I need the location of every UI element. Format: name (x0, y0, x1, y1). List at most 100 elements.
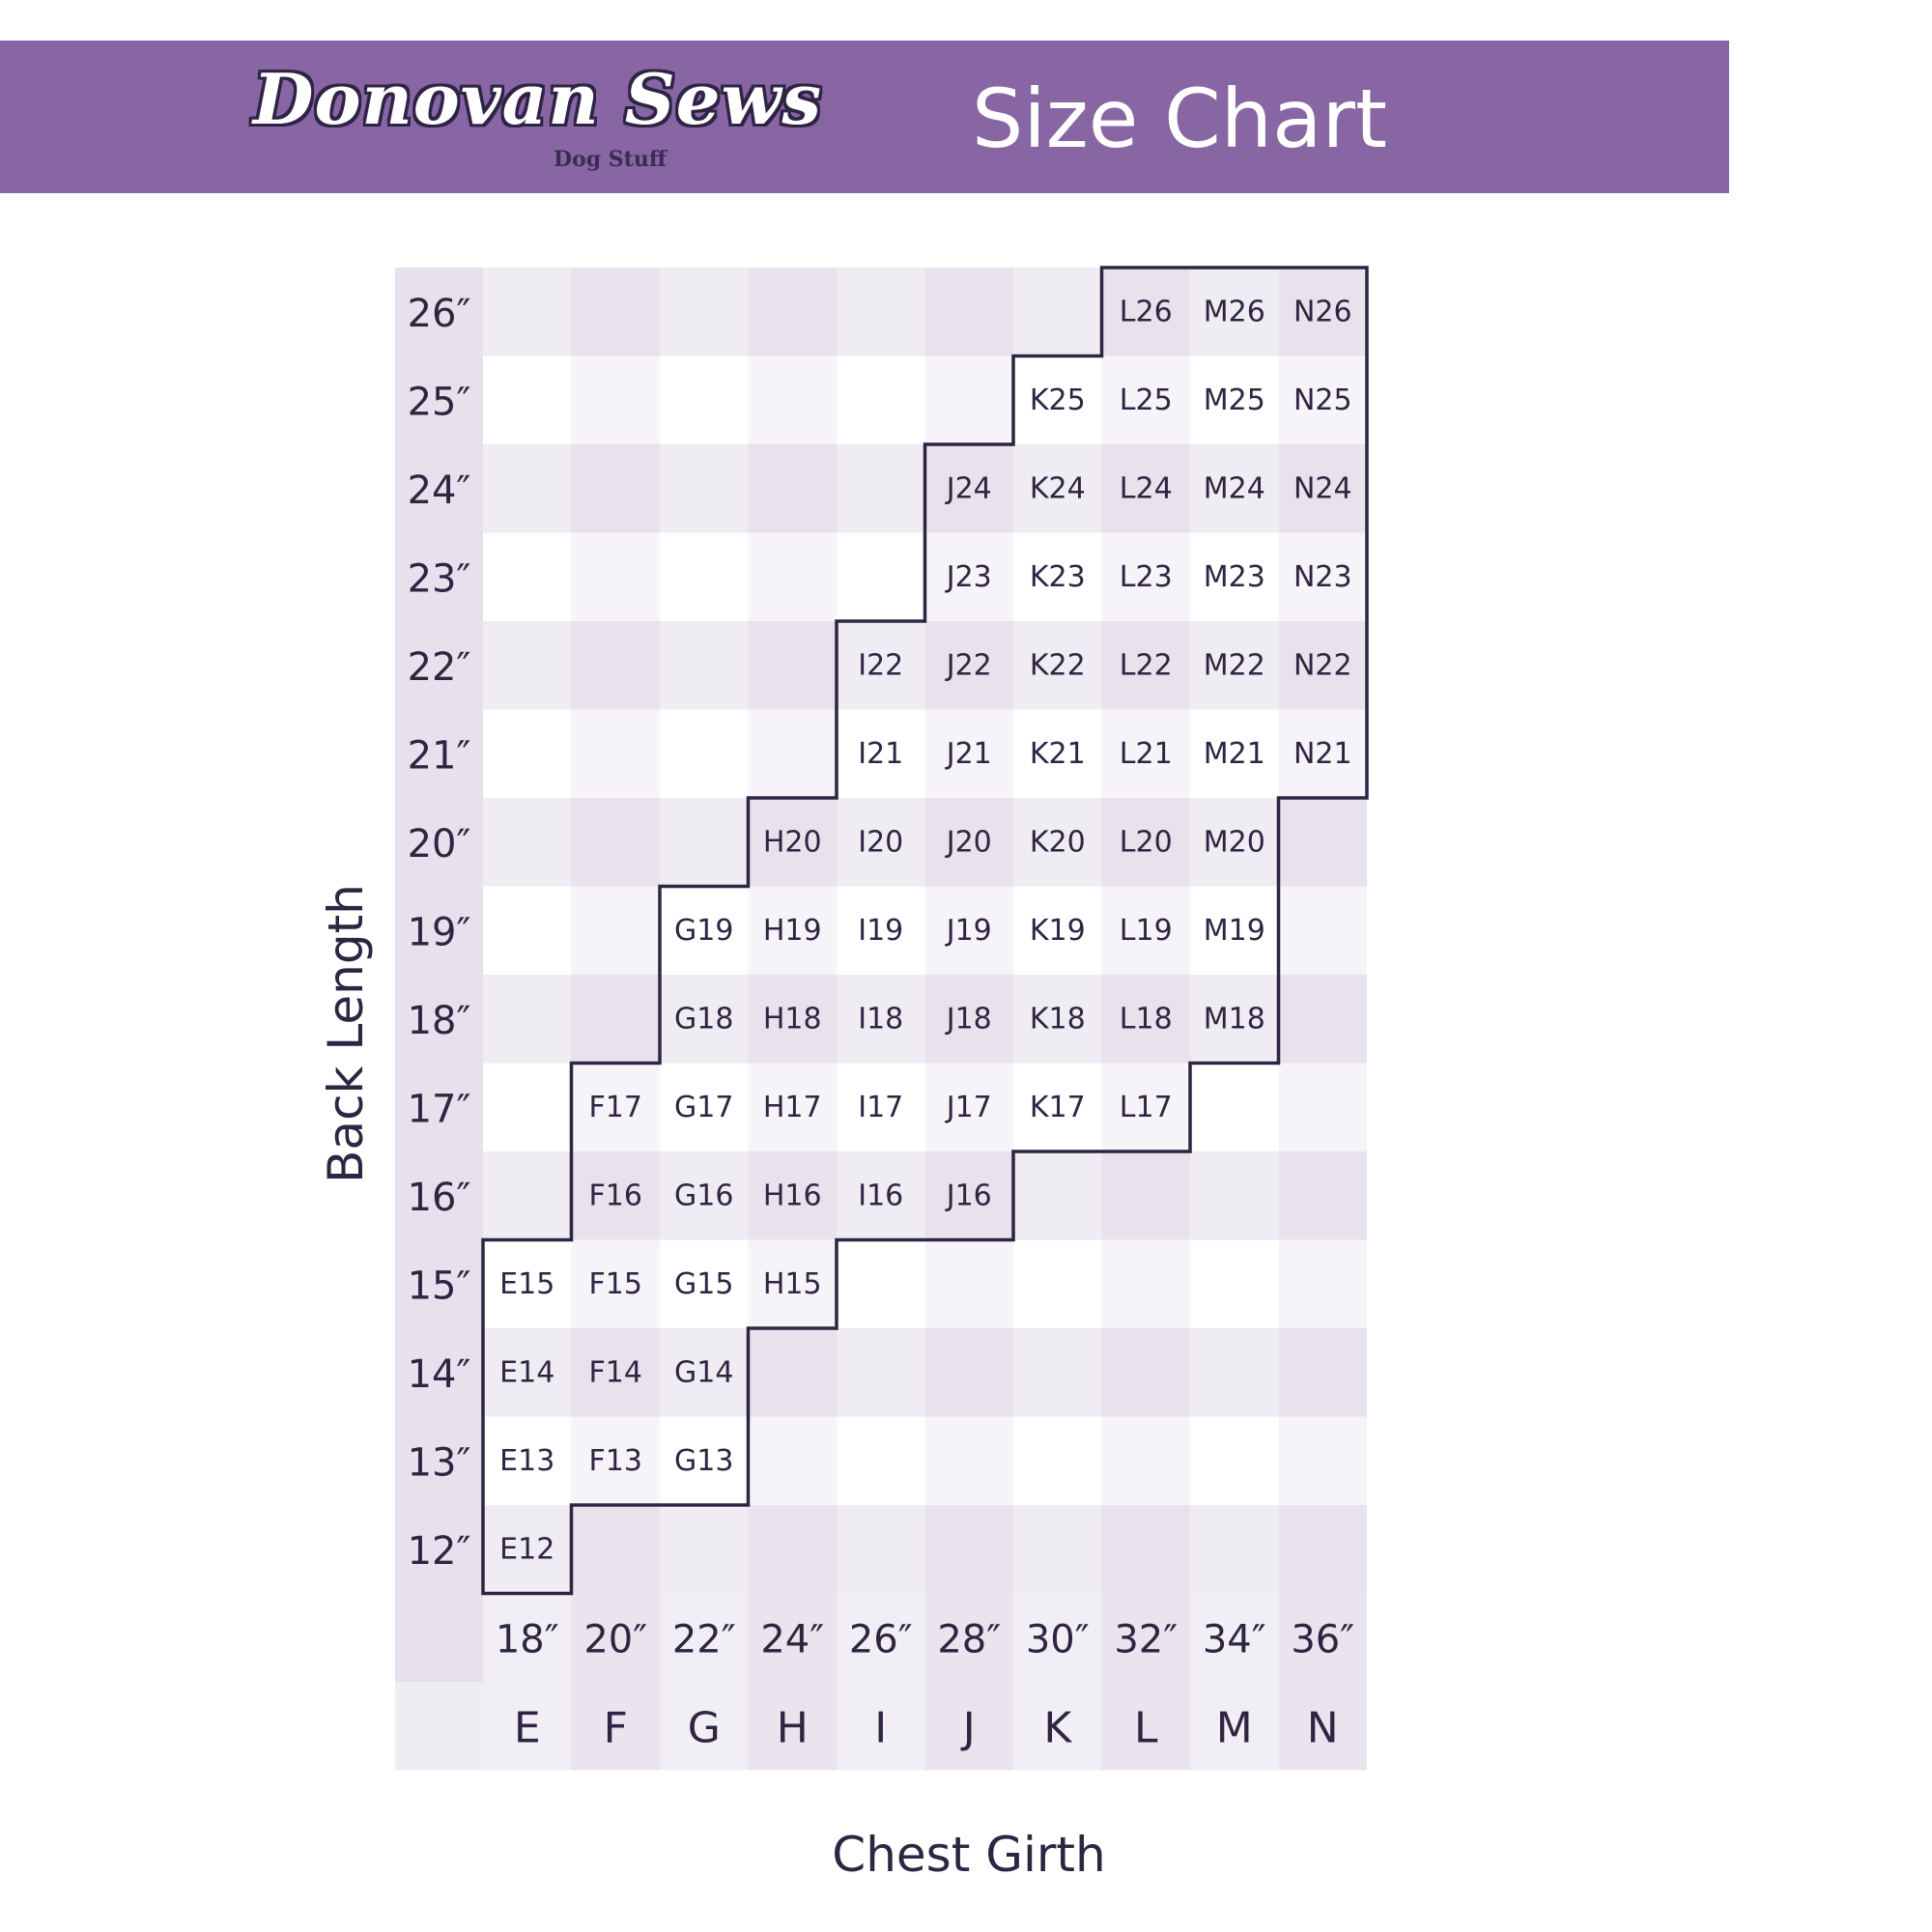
chest-girth-tick-label: 32″ (1114, 1617, 1178, 1662)
size-cell-label: J16 (945, 1179, 992, 1212)
size-cell-label: N24 (1293, 471, 1352, 505)
size-cell-label: I16 (858, 1179, 903, 1212)
size-cell-label: N23 (1293, 560, 1352, 594)
row-band (483, 1505, 1367, 1594)
size-cell-label: J19 (945, 914, 992, 948)
size-cell-label: L24 (1120, 471, 1173, 505)
size-cell-label: I17 (858, 1091, 903, 1124)
back-length-tick-label: 25″ (408, 380, 471, 424)
back-length-tick-label: 12″ (408, 1529, 471, 1574)
size-cell-label: J18 (945, 1002, 992, 1036)
size-cell-label: G14 (674, 1355, 733, 1389)
column-letter-label: G (688, 1703, 721, 1752)
column-letter-label: L (1134, 1703, 1158, 1752)
back-length-tick-label: 17″ (408, 1087, 471, 1131)
back-length-tick-label: 15″ (408, 1264, 471, 1308)
size-cell-label: E14 (499, 1355, 554, 1389)
size-cell-label: F13 (589, 1444, 642, 1478)
row-band (483, 1063, 1367, 1151)
column-stripe (924, 268, 1013, 1771)
size-cell-label: I19 (858, 914, 903, 948)
column-stripe (748, 268, 837, 1771)
size-cell-label: H16 (763, 1179, 822, 1212)
column-stripe (1278, 1593, 1367, 1771)
column-stripe (1278, 268, 1367, 1771)
size-cell-label: L17 (1120, 1091, 1173, 1124)
size-cell-label: F17 (589, 1091, 642, 1124)
size-cell-label: K24 (1030, 471, 1086, 505)
size-cell-label: L19 (1120, 914, 1173, 948)
size-cell-label: K19 (1030, 914, 1086, 948)
size-cell-label: K17 (1030, 1091, 1086, 1124)
back-length-tick-label: 18″ (408, 999, 471, 1043)
size-cell-label: L23 (1120, 560, 1173, 594)
back-length-tick-label: 23″ (408, 556, 471, 601)
size-cell-label: G17 (674, 1091, 733, 1124)
size-cell-label: H17 (763, 1091, 822, 1124)
row-band (483, 886, 1367, 975)
size-cell-label: J20 (945, 825, 992, 859)
page-title: Size Chart (972, 71, 1387, 166)
row-band (483, 975, 1367, 1064)
row-band (483, 798, 1367, 887)
back-length-tick-label: 14″ (408, 1352, 471, 1397)
size-cell-label: H15 (763, 1267, 822, 1301)
back-length-tick-label: 22″ (408, 645, 471, 690)
column-letter-label: K (1043, 1703, 1072, 1752)
row-band (483, 1416, 1367, 1505)
chest-girth-tick-label: 34″ (1203, 1617, 1266, 1662)
size-cell-label: N26 (1293, 295, 1352, 328)
size-cell-label: G15 (674, 1267, 733, 1301)
size-cell-label: K25 (1030, 384, 1086, 417)
size-cell-label: G18 (674, 1002, 733, 1036)
size-cell-label: L26 (1120, 295, 1173, 328)
size-cell-label: J17 (945, 1091, 992, 1124)
size-cell-label: M20 (1204, 825, 1265, 859)
size-cell-label: L25 (1120, 384, 1173, 417)
column-stripe (924, 1593, 1013, 1771)
row-band (483, 1151, 1367, 1240)
size-cell-label: N22 (1293, 648, 1352, 682)
chest-girth-tick-label: 36″ (1291, 1617, 1354, 1662)
column-letter-label: F (604, 1703, 628, 1752)
column-letter-label: J (960, 1703, 976, 1752)
row-band (483, 1328, 1367, 1417)
size-cell-label: H19 (763, 914, 822, 948)
size-region-outline (481, 266, 1369, 1596)
column-letter-label: E (514, 1703, 541, 1752)
size-cell-label: E13 (499, 1444, 554, 1478)
chest-girth-tick-label: 26″ (849, 1617, 913, 1662)
footer-band (483, 1593, 1367, 1771)
chest-girth-tick-label: 22″ (672, 1617, 736, 1662)
brand-tagline: Dog Stuff (554, 147, 667, 172)
back-length-tick-label: 24″ (408, 469, 471, 513)
size-cell-label: G16 (674, 1179, 733, 1212)
row-band (483, 355, 1367, 444)
column-stripe (748, 1593, 837, 1771)
size-cell-label: I22 (858, 648, 903, 682)
size-cell-label: M22 (1204, 648, 1265, 682)
column-stripe (1101, 1593, 1190, 1771)
back-length-tick-label: 26″ (408, 292, 471, 336)
size-cell-label: M18 (1204, 1002, 1265, 1036)
size-cell-label: F15 (589, 1267, 642, 1301)
size-cell-label: K18 (1030, 1002, 1086, 1036)
header-banner (0, 41, 1729, 193)
size-cell-label: J21 (945, 737, 992, 771)
brand-name: Donovan Sews (253, 58, 823, 140)
size-cell-label: L18 (1120, 1002, 1173, 1036)
size-cell-label: E12 (499, 1532, 554, 1566)
size-cell-label: H20 (763, 825, 822, 859)
size-cell-label: H18 (763, 1002, 822, 1036)
size-cell-label: K20 (1030, 825, 1086, 859)
size-cell-label: E15 (499, 1267, 554, 1301)
column-stripe (571, 268, 660, 1771)
size-cell-label: M24 (1204, 471, 1265, 505)
size-cell-label: M19 (1204, 914, 1265, 948)
row-band (483, 1239, 1367, 1328)
chest-girth-tick-label: 30″ (1026, 1617, 1090, 1662)
size-cell-label: N21 (1293, 737, 1352, 771)
chest-girth-tick-label: 24″ (760, 1617, 824, 1662)
size-cell-label: J23 (945, 560, 992, 594)
